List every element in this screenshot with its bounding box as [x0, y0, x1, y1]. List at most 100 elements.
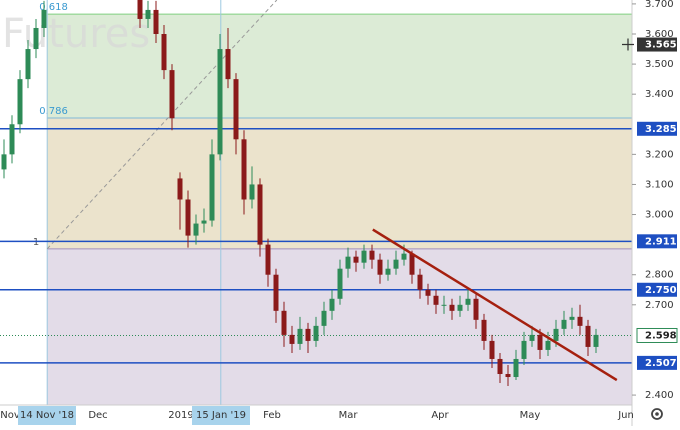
candle-body — [1, 154, 7, 170]
level-label: 2.911 — [645, 236, 677, 247]
candle-body — [185, 199, 191, 236]
level-label: 2.750 — [645, 285, 677, 296]
candle-body — [441, 304, 447, 306]
fib-label: 1 — [33, 237, 39, 248]
y-tick-label: 2.700 — [645, 300, 674, 311]
candle-body — [289, 334, 295, 344]
candle-body — [545, 340, 551, 350]
x-tick-label: Mar — [339, 410, 359, 421]
candle-body — [409, 253, 415, 275]
candle-body — [369, 250, 375, 260]
level-label: 3.285 — [645, 124, 677, 135]
candle-body — [345, 256, 351, 269]
candle-body — [457, 304, 463, 311]
y-tick-label: 2.800 — [645, 270, 674, 281]
y-tick-label: 3.000 — [645, 210, 674, 221]
candle-body — [249, 184, 255, 200]
candle-body — [257, 184, 263, 245]
candle-body — [337, 268, 343, 299]
level-label: 2.507 — [645, 358, 677, 369]
candle-body — [225, 49, 231, 80]
candle-body — [537, 334, 543, 350]
candle-body — [313, 325, 319, 341]
candle-body — [201, 220, 207, 224]
last-price-label: 2.598 — [645, 330, 677, 341]
candle-body — [585, 325, 591, 347]
candle-body — [33, 27, 39, 50]
x-tick-label: May — [520, 410, 541, 421]
candle-body — [137, 0, 143, 19]
candle-body — [305, 328, 311, 341]
candle-body — [385, 268, 391, 275]
candle-body — [233, 79, 239, 140]
candle-body — [361, 250, 367, 263]
candle-body — [17, 79, 23, 125]
x-tick-label: 14 Nov '18 — [20, 410, 74, 421]
x-tick-label: 15 Jan '19 — [196, 410, 246, 421]
watermark: Futures — [2, 11, 150, 57]
candle-body — [265, 244, 271, 275]
candle-body — [377, 259, 383, 275]
x-tick-label: Feb — [263, 410, 281, 421]
candle-body — [425, 289, 431, 296]
candle-body — [217, 49, 223, 155]
candle-body — [529, 334, 535, 341]
candle-body — [513, 358, 519, 378]
candle-body — [577, 316, 583, 326]
settings-icon[interactable] — [651, 408, 663, 420]
candle-body — [161, 34, 167, 71]
candle-body — [177, 178, 183, 200]
candle-body — [465, 298, 471, 305]
crosshair — [622, 38, 634, 51]
candle-body — [593, 334, 599, 347]
y-tick-label: 3.200 — [645, 149, 674, 160]
candle-body — [321, 310, 327, 326]
candle-body — [209, 154, 215, 221]
candle-body — [489, 340, 495, 359]
y-tick-label: 2.400 — [645, 390, 674, 401]
candle-body — [41, 9, 47, 28]
candle-body — [281, 310, 287, 335]
candle-body — [153, 9, 159, 35]
x-tick-label: Nov — [0, 410, 20, 421]
candle-body — [297, 328, 303, 344]
candle-body — [169, 70, 175, 119]
y-tick-label: 3.500 — [645, 59, 674, 70]
candle-body — [329, 298, 335, 311]
x-tick-label: Dec — [88, 410, 107, 421]
crosshair-box — [637, 37, 677, 52]
trend-line — [372, 228, 618, 382]
candle-body — [497, 358, 503, 375]
x-label-highlight — [18, 406, 76, 425]
x-label-highlight — [192, 406, 250, 425]
last-price-box — [636, 327, 678, 343]
candle-body — [561, 319, 567, 329]
level-box — [637, 121, 677, 136]
fib-label: 0.618 — [39, 2, 68, 13]
fib-band — [47, 117, 632, 249]
level-box — [637, 282, 677, 297]
x-tick-label: 2019 — [168, 410, 193, 421]
candle-body — [553, 328, 559, 341]
y-tick-label: 3.400 — [645, 89, 674, 100]
candle-body — [145, 9, 151, 19]
candle-body — [25, 49, 31, 80]
candle-body — [433, 295, 439, 305]
y-tick-label: 3.600 — [645, 29, 674, 40]
plot-area: 0.618 0.786 1 Futures — [0, 0, 632, 405]
crosshair-label: 3.565 — [645, 40, 677, 51]
candle-body — [273, 274, 279, 311]
candle-body — [505, 374, 511, 378]
candle-body — [473, 298, 479, 320]
candle-body — [449, 304, 455, 311]
candle-body — [393, 259, 399, 269]
candle-body — [521, 340, 527, 359]
candle-body — [417, 274, 423, 290]
candle-body — [241, 139, 247, 200]
candle-body — [401, 253, 407, 260]
level-box — [637, 234, 677, 249]
candle-body — [569, 316, 575, 320]
fib-band — [47, 14, 632, 118]
level-box — [637, 355, 677, 370]
candle-body — [9, 124, 15, 155]
